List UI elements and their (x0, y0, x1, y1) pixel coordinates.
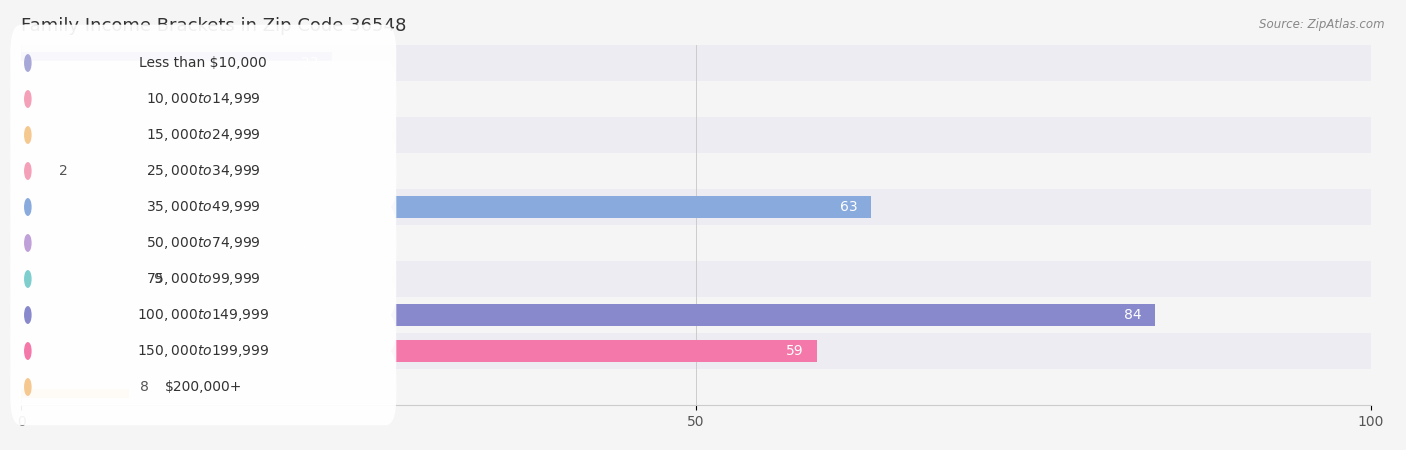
Circle shape (25, 307, 31, 323)
Bar (21, 160, 48, 182)
Text: 63: 63 (841, 200, 858, 214)
Text: $50,000 to $74,999: $50,000 to $74,999 (146, 235, 260, 251)
Text: $35,000 to $49,999: $35,000 to $49,999 (146, 199, 260, 215)
Text: $15,000 to $24,999: $15,000 to $24,999 (146, 127, 260, 143)
Bar (21, 232, 332, 254)
Bar (21, 340, 817, 362)
FancyBboxPatch shape (10, 349, 396, 425)
Circle shape (25, 235, 31, 251)
Circle shape (25, 163, 31, 179)
FancyBboxPatch shape (10, 61, 396, 137)
Bar (21, 261, 1371, 297)
Text: $10,000 to $14,999: $10,000 to $14,999 (146, 91, 260, 107)
FancyBboxPatch shape (10, 277, 396, 353)
Text: 59: 59 (786, 344, 804, 358)
Circle shape (25, 55, 31, 71)
Bar (21, 297, 1371, 333)
Bar (21, 52, 332, 74)
Text: Less than $10,000: Less than $10,000 (139, 56, 267, 70)
Bar (21, 225, 1371, 261)
Bar (21, 189, 1371, 225)
Text: $100,000 to $149,999: $100,000 to $149,999 (138, 307, 270, 323)
FancyBboxPatch shape (10, 205, 396, 281)
Circle shape (25, 379, 31, 395)
Text: $25,000 to $34,999: $25,000 to $34,999 (146, 163, 260, 179)
Bar (21, 153, 1371, 189)
Bar (21, 376, 129, 398)
Text: Source: ZipAtlas.com: Source: ZipAtlas.com (1260, 18, 1385, 31)
Text: 9: 9 (153, 272, 162, 286)
Circle shape (25, 127, 31, 143)
Text: Family Income Brackets in Zip Code 36548: Family Income Brackets in Zip Code 36548 (21, 17, 406, 35)
Circle shape (25, 271, 31, 287)
Text: 23: 23 (301, 236, 318, 250)
Bar (21, 160, 48, 182)
Bar (21, 52, 332, 74)
FancyBboxPatch shape (10, 313, 396, 389)
Text: 84: 84 (1123, 308, 1142, 322)
Bar (21, 117, 1371, 153)
Bar (21, 81, 1371, 117)
Circle shape (25, 199, 31, 215)
FancyBboxPatch shape (10, 169, 396, 245)
FancyBboxPatch shape (10, 25, 396, 101)
FancyBboxPatch shape (10, 97, 396, 173)
FancyBboxPatch shape (10, 133, 396, 209)
Bar (21, 304, 1154, 326)
Bar (21, 340, 817, 362)
Text: $150,000 to $199,999: $150,000 to $199,999 (138, 343, 270, 359)
Bar (21, 232, 332, 254)
Bar (21, 304, 1154, 326)
Bar (21, 369, 1371, 405)
Bar (21, 196, 872, 218)
Circle shape (25, 91, 31, 107)
FancyBboxPatch shape (10, 241, 396, 317)
Bar (21, 45, 1371, 81)
Text: 23: 23 (301, 56, 318, 70)
Text: $75,000 to $99,999: $75,000 to $99,999 (146, 271, 260, 287)
Bar (21, 333, 1371, 369)
Bar (21, 196, 872, 218)
Bar (21, 268, 142, 290)
Bar (21, 376, 129, 398)
Text: $200,000+: $200,000+ (165, 380, 242, 394)
Text: 2: 2 (59, 164, 67, 178)
Text: 8: 8 (139, 380, 149, 394)
Bar (21, 268, 142, 290)
Circle shape (25, 343, 31, 359)
